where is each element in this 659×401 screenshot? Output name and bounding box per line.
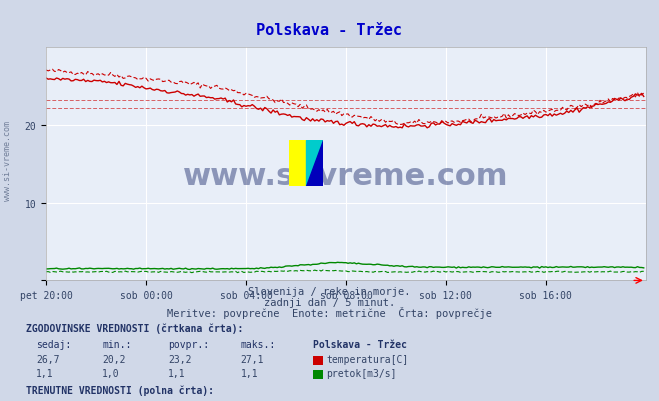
- Text: 1,1: 1,1: [36, 369, 54, 379]
- Text: maks.:: maks.:: [241, 339, 275, 349]
- Text: www.si-vreme.com: www.si-vreme.com: [3, 120, 13, 200]
- Text: TRENUTNE VREDNOSTI (polna črta):: TRENUTNE VREDNOSTI (polna črta):: [26, 385, 214, 395]
- Text: 26,7: 26,7: [36, 354, 60, 364]
- Text: Polskava - Tržec: Polskava - Tržec: [313, 339, 407, 349]
- Bar: [306, 140, 323, 186]
- Text: temperatura[C]: temperatura[C]: [326, 354, 409, 364]
- Text: Polskava - Tržec: Polskava - Tržec: [256, 23, 403, 38]
- Text: pretok[m3/s]: pretok[m3/s]: [326, 369, 397, 379]
- Text: zadnji dan / 5 minut.: zadnji dan / 5 minut.: [264, 298, 395, 308]
- Bar: [289, 140, 306, 186]
- Text: sedaj:: sedaj:: [36, 339, 71, 349]
- Text: 1,0: 1,0: [102, 369, 120, 379]
- Text: 1,1: 1,1: [241, 369, 258, 379]
- Text: www.si-vreme.com: www.si-vreme.com: [183, 162, 509, 190]
- Text: Meritve: povprečne  Enote: metrične  Črta: povprečje: Meritve: povprečne Enote: metrične Črta:…: [167, 306, 492, 318]
- Text: 23,2: 23,2: [168, 354, 192, 364]
- Text: ZGODOVINSKE VREDNOSTI (črtkana črta):: ZGODOVINSKE VREDNOSTI (črtkana črta):: [26, 322, 244, 333]
- Text: 20,2: 20,2: [102, 354, 126, 364]
- Text: Slovenija / reke in morje.: Slovenija / reke in morje.: [248, 287, 411, 297]
- Text: 1,1: 1,1: [168, 369, 186, 379]
- Text: 27,1: 27,1: [241, 354, 264, 364]
- Polygon shape: [306, 140, 323, 186]
- Text: povpr.:: povpr.:: [168, 339, 209, 349]
- Text: min.:: min.:: [102, 339, 132, 349]
